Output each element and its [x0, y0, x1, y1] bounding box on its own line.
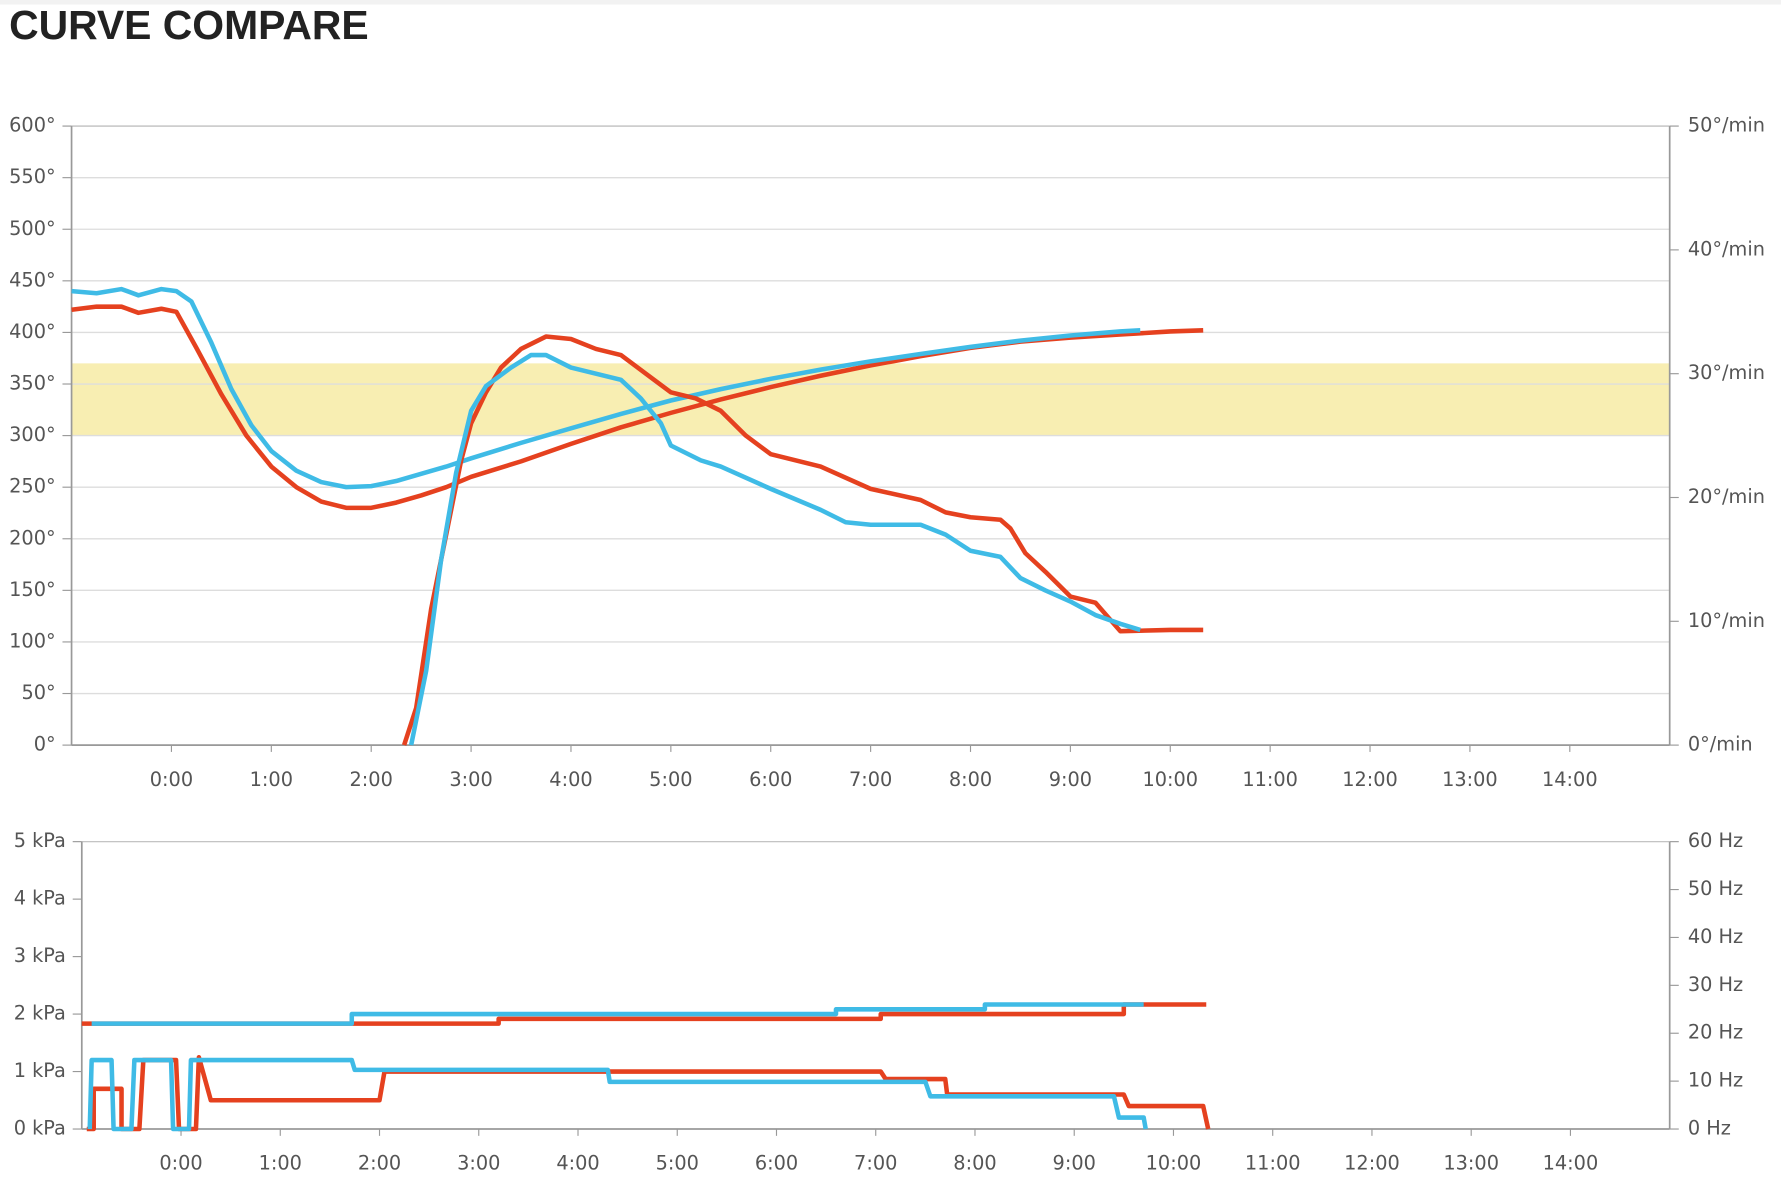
- y-tick-label: 3 kPa: [14, 944, 66, 967]
- x-tick-label: 0:00: [150, 768, 193, 791]
- x-tick-label: 7:00: [849, 768, 892, 791]
- y2-tick-label: 50 Hz: [1688, 877, 1743, 900]
- y-tick-label: 600°: [9, 114, 55, 137]
- y2-tick-label: 0°/min: [1688, 733, 1753, 756]
- y2-tick-label: 40 Hz: [1688, 925, 1743, 948]
- x-tick-label: 14:00: [1543, 1152, 1599, 1175]
- x-tick-label: 10:00: [1142, 768, 1198, 791]
- x-tick-label: 5:00: [656, 1152, 699, 1175]
- x-tick-label: 13:00: [1443, 1152, 1499, 1175]
- target-band: [71, 363, 1670, 436]
- y2-tick-label: 20 Hz: [1688, 1021, 1743, 1044]
- y-tick-label: 450°: [9, 268, 55, 291]
- y-tick-label: 1 kPa: [14, 1059, 66, 1082]
- y-tick-label: 150°: [9, 578, 55, 601]
- x-tick-label: 2:00: [358, 1152, 401, 1175]
- x-tick-label: 11:00: [1245, 1152, 1301, 1175]
- y2-tick-label: 10°/min: [1688, 609, 1765, 632]
- y-tick-label: 500°: [9, 217, 55, 240]
- series-line: [91, 1002, 1144, 1026]
- x-tick-label: 6:00: [749, 768, 792, 791]
- y-tick-label: 2 kPa: [14, 1002, 66, 1025]
- x-tick-label: 3:00: [449, 768, 492, 791]
- series-line: [86, 1054, 1211, 1132]
- x-tick-label: 12:00: [1344, 1152, 1400, 1175]
- x-tick-label: 8:00: [949, 768, 992, 791]
- series-line: [87, 1057, 1148, 1132]
- x-tick-label: 9:00: [1049, 768, 1092, 791]
- y2-tick-label: 10 Hz: [1688, 1069, 1743, 1092]
- x-tick-label: 11:00: [1242, 768, 1298, 791]
- y2-tick-label: 0 Hz: [1688, 1117, 1731, 1140]
- y2-tick-label: 60 Hz: [1688, 829, 1743, 852]
- y-tick-label: 350°: [9, 372, 55, 395]
- y-tick-label: 0°: [34, 733, 56, 756]
- x-tick-label: 0:00: [159, 1152, 202, 1175]
- series-line: [408, 352, 1141, 746]
- x-tick-label: 14:00: [1542, 768, 1598, 791]
- y2-tick-label: 50°/min: [1688, 114, 1765, 137]
- x-tick-label: 4:00: [549, 768, 592, 791]
- y2-tick-label: 40°/min: [1688, 237, 1765, 260]
- x-tick-label: 2:00: [350, 768, 393, 791]
- top-bar: [0, 0, 1781, 5]
- x-tick-label: 4:00: [556, 1152, 599, 1175]
- series-line: [71, 286, 1141, 490]
- y-tick-label: 300°: [9, 423, 55, 446]
- x-tick-label: 12:00: [1342, 768, 1398, 791]
- y-tick-label: 4 kPa: [14, 887, 66, 910]
- y-tick-label: 550°: [9, 165, 55, 188]
- y-tick-label: 100°: [9, 629, 55, 652]
- x-tick-label: 6:00: [755, 1152, 798, 1175]
- x-tick-label: 8:00: [953, 1152, 996, 1175]
- x-tick-label: 13:00: [1442, 768, 1498, 791]
- y-tick-label: 250°: [9, 475, 55, 498]
- y2-tick-label: 30 Hz: [1688, 973, 1743, 996]
- series-line: [401, 334, 1204, 746]
- x-tick-label: 9:00: [1053, 1152, 1096, 1175]
- y-tick-label: 200°: [9, 526, 55, 549]
- y2-tick-label: 20°/min: [1688, 485, 1765, 508]
- y-tick-label: 50°: [21, 681, 55, 704]
- y2-tick-label: 30°/min: [1688, 361, 1765, 384]
- x-tick-label: 7:00: [854, 1152, 897, 1175]
- x-tick-label: 1:00: [250, 768, 293, 791]
- x-tick-label: 10:00: [1146, 1152, 1202, 1175]
- y-tick-label: 0 kPa: [14, 1117, 66, 1140]
- x-tick-label: 3:00: [457, 1152, 500, 1175]
- page-title: CURVE COMPARE: [9, 2, 369, 48]
- x-tick-label: 5:00: [649, 768, 692, 791]
- x-tick-label: 1:00: [259, 1152, 302, 1175]
- y-tick-label: 5 kPa: [14, 829, 66, 852]
- y-tick-label: 400°: [9, 320, 55, 343]
